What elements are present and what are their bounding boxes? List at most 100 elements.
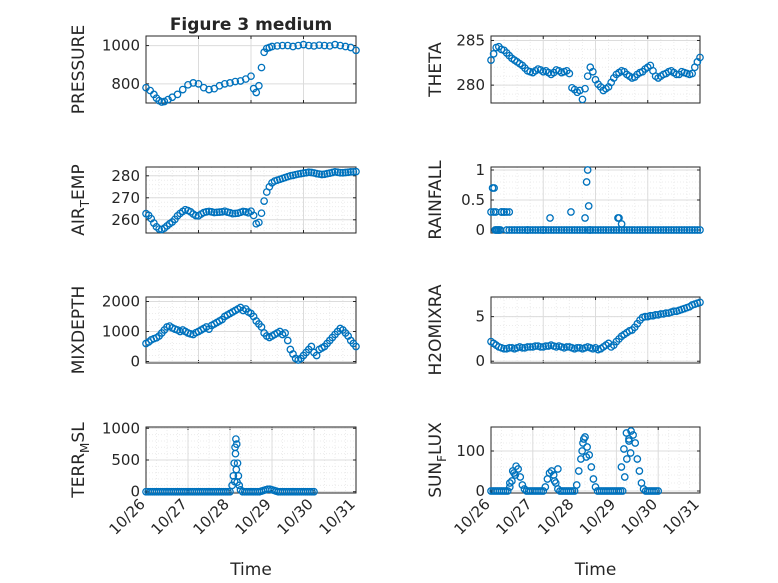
data-point: [232, 465, 241, 474]
data-point: [622, 226, 631, 234]
data-point: [602, 226, 610, 234]
x-axis-label: Time: [574, 560, 617, 580]
subplot-6: 0 5 H2OMIXRA: [426, 284, 704, 376]
data-point: [518, 343, 527, 352]
data-point: [260, 197, 268, 205]
data-point: [581, 84, 589, 93]
data-point: [310, 487, 318, 496]
x-tick-label: 10/26: [451, 495, 494, 538]
data-point: [487, 208, 495, 216]
data-point: [662, 226, 670, 234]
data-point: [164, 95, 172, 104]
data-point: [581, 226, 589, 234]
data-point: [304, 168, 313, 177]
y-axis-label: SUNFLUX: [426, 422, 449, 498]
data-point: [500, 344, 508, 353]
y-axis-label-rest: SL: [69, 422, 89, 443]
data-point: [620, 473, 629, 481]
data-point: [231, 77, 240, 86]
data-point: [539, 226, 548, 234]
data-point: [492, 226, 501, 234]
data-point: [641, 312, 649, 321]
data-point: [654, 226, 663, 234]
subplot-1: 800 1000 PRESSURE Figure 3 medium: [69, 15, 360, 114]
data-point: [664, 226, 673, 234]
data-point: [178, 85, 187, 94]
data-point: [320, 41, 329, 50]
data-point: [352, 342, 360, 351]
data-point: [583, 72, 592, 81]
data-point: [541, 483, 550, 491]
data-point: [247, 72, 255, 81]
data-point: [599, 226, 608, 234]
data-point: [349, 167, 358, 176]
data-point: [617, 220, 626, 228]
data-point: [693, 226, 702, 234]
data-point: [315, 41, 324, 50]
subplot-5: 0 1000 2000 MIXDEPTH: [69, 286, 360, 374]
data-point: [336, 41, 345, 50]
data-point: [557, 226, 566, 234]
data-point: [283, 41, 292, 50]
data-point: [546, 214, 554, 222]
data-point: [589, 67, 597, 76]
y-tick-label: 2000: [102, 293, 140, 311]
y-tick-label: 0: [475, 221, 485, 239]
y-tick-label: 0: [475, 482, 485, 500]
data-point: [536, 226, 545, 234]
subplot-2: 280 285 THETA: [426, 31, 704, 104]
data-point: [232, 435, 240, 443]
data-point: [620, 445, 628, 453]
y-tick-label: 280: [456, 76, 485, 94]
data-point: [294, 41, 303, 50]
data-point: [562, 343, 571, 351]
data-point: [635, 467, 644, 475]
data-point: [568, 226, 576, 234]
data-point: [589, 226, 597, 234]
data-point: [562, 226, 571, 234]
data-point: [523, 226, 532, 234]
data-point: [582, 178, 591, 186]
data-point: [585, 226, 594, 234]
y-axis-label-main: AIR: [69, 207, 89, 236]
data-point: [591, 226, 600, 234]
data-point: [574, 467, 583, 475]
data-point: [555, 226, 563, 234]
axes-frame: [490, 296, 701, 364]
y-tick-label: 280: [111, 167, 140, 185]
x-tick-label: 10/31: [316, 495, 359, 538]
x-tick-label: 10/28: [190, 495, 233, 538]
data-point: [646, 311, 655, 320]
data-point: [331, 40, 339, 49]
data-point: [643, 226, 652, 234]
y-tick-label: 260: [111, 211, 140, 229]
data-point: [560, 226, 569, 234]
data-point: [609, 226, 618, 234]
data-point: [526, 343, 535, 351]
data-point: [587, 463, 596, 471]
data-point: [505, 208, 514, 216]
data-point: [268, 42, 276, 51]
data-point: [220, 80, 229, 88]
data-point: [281, 329, 289, 337]
data-point: [677, 226, 686, 234]
data-point: [542, 342, 550, 350]
data-point: [625, 226, 634, 234]
data-point: [584, 202, 593, 210]
data-point: [544, 226, 553, 234]
data-point: [352, 167, 360, 176]
data-point: [607, 226, 616, 234]
data-point: [638, 226, 647, 234]
y-tick-label: 270: [111, 189, 140, 207]
data-point: [670, 307, 678, 316]
y-axis-label-main: SUN: [426, 462, 446, 498]
x-tick-label: 10/26: [106, 495, 149, 538]
data-point: [215, 208, 224, 216]
data-point: [336, 168, 345, 177]
data-point: [318, 170, 326, 179]
data-point: [631, 439, 640, 447]
data-point: [489, 50, 498, 58]
data-point: [696, 298, 704, 307]
